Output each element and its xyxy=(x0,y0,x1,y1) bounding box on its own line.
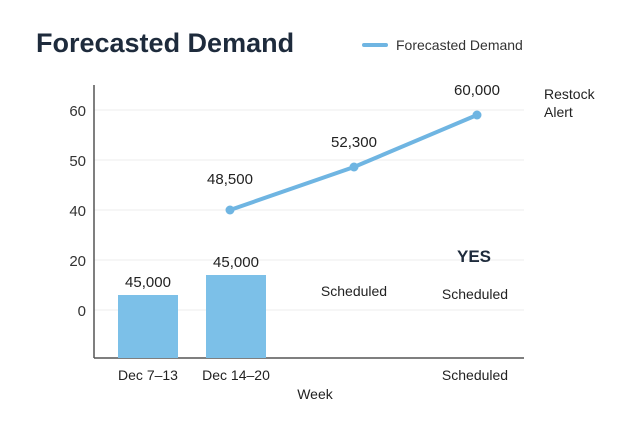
bar-data-label: 45,000 xyxy=(213,254,259,271)
x-axis-label: Week xyxy=(297,386,334,402)
line-point xyxy=(349,162,359,172)
x-tick-label: Dec 14–20 xyxy=(202,367,270,383)
y-tick-label: 40 xyxy=(69,203,86,220)
x-tick-label: Dec 7–13 xyxy=(118,367,178,383)
line-data-label: 48,500 xyxy=(207,171,253,188)
restock-alert-header: Restock xyxy=(544,86,596,102)
restock-alert-header: Alert xyxy=(544,104,573,120)
line-data-label: 60,000 xyxy=(454,82,500,99)
line-data-label: 52,300 xyxy=(331,134,377,151)
restock-alert-value: YES xyxy=(457,247,491,266)
y-tick-label: 0 xyxy=(78,303,86,320)
x-tick-label: Scheduled xyxy=(442,367,508,383)
legend-label: Forecasted Demand xyxy=(396,37,523,53)
y-tick-label: 50 xyxy=(69,153,86,170)
y-tick-label: 60 xyxy=(69,103,86,120)
legend-swatch xyxy=(362,43,388,47)
chart-title: Forecasted Demand xyxy=(36,28,295,58)
line-point xyxy=(225,205,235,215)
bar xyxy=(118,295,178,358)
series-line xyxy=(228,113,479,212)
bar xyxy=(206,275,266,358)
bar-data-label: 45,000 xyxy=(125,274,171,291)
y-tick-label: 20 xyxy=(69,253,86,270)
status-text: Scheduled xyxy=(321,283,387,299)
legend: Forecasted Demand xyxy=(362,37,523,53)
line-point xyxy=(472,110,482,120)
status-text: Scheduled xyxy=(442,286,508,302)
